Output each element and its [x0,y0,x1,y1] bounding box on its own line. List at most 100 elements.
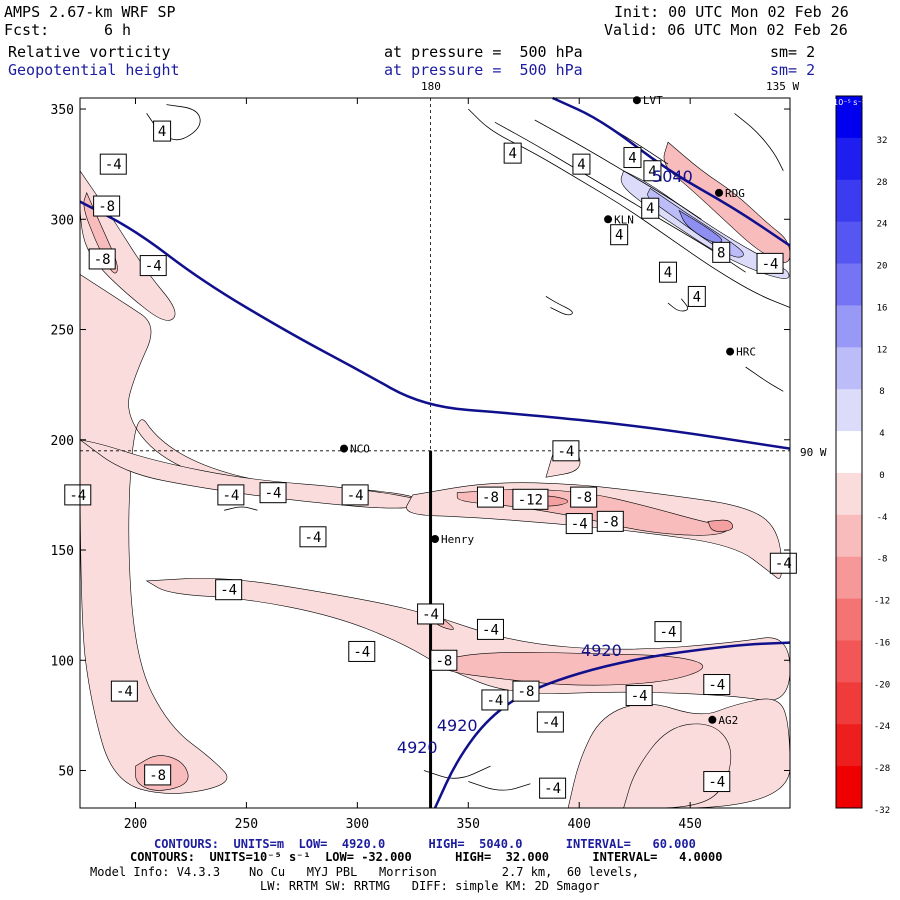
vorticity-label-box [476,618,504,640]
vorticity-label-box [703,674,731,696]
vorticity-label-box [417,603,445,625]
vorticity-label-27: -4 [215,579,243,601]
height-label-1: 4920 [437,716,478,735]
vorticity-label-box [643,160,662,182]
station-label-lvt: LVT [643,94,663,107]
vorticity-label-25: -4 [299,526,327,548]
vorticity-label-30: -4 [654,621,682,643]
vorticity-label-23: -4 [565,513,593,535]
vorticity-label-12: -4 [756,252,784,274]
vorticity-label-box [88,248,116,270]
station-dot-nco [340,444,349,453]
vorticity-label-6: 4 [572,153,591,175]
vorticity-label-text: -8 [98,199,115,215]
vorticity-label-32: -8 [430,649,458,671]
vorticity-label-text: 4 [693,289,701,305]
vorticity-label-24: -8 [596,510,624,532]
lon-label-180: 180 [421,80,441,93]
thin-contour-8 [745,366,784,392]
station-label-hrc: HRC [736,346,756,359]
vorticity-label-14: 4 [687,285,706,307]
colorbar-tick-15: -28 [874,764,890,774]
vorticity-label-39: -8 [144,764,172,786]
vorticity-label-text: 4 [646,201,654,217]
field2-name: Geopotential height [8,61,180,79]
vorticity-label-box [610,224,629,246]
colorbar-segment-8 [836,431,862,474]
y-tick-label-300: 300 [51,213,74,228]
vorticity-label-box [756,252,784,274]
vorticity-label-26: -4 [769,552,797,574]
vorticity-label-17: -4 [217,484,245,506]
colorbar-tick-5: 12 [877,345,888,355]
station-dot-hrc [726,347,735,356]
x-tick-label-300: 300 [346,817,369,832]
vorticity-label-text: -4 [571,517,588,533]
station-dot-lvt [632,96,641,105]
field1-name: Relative vorticity [8,43,171,61]
vorticity-label-text: -4 [347,488,364,504]
vorticity-label-box [512,680,540,702]
vorticity-label-13: 4 [658,261,677,283]
field1-level: at pressure = 500 hPa [384,43,583,61]
colorbar-units: 10⁻⁵ s⁻¹ [833,98,865,107]
vorticity-label-box [536,711,564,733]
colorbar-segment-15 [836,724,862,767]
colorbar-segment-5 [836,305,862,348]
vorticity-label-text: -12 [518,492,543,508]
vorticity-label-text: 4 [577,157,585,173]
vorticity-label-box [139,255,167,277]
vorticity-label-text: -4 [353,644,370,660]
colorbar-tick-3: 20 [877,262,888,272]
vorticity-label-box [596,510,624,532]
vorticity-label-38: -4 [536,711,564,733]
vorticity-label-0: 4 [153,120,172,142]
colorbar-tick-11: -12 [874,597,890,607]
colorbar-segment-10 [836,514,862,558]
colorbar-tick-7: 4 [879,429,884,439]
vorticity-label-box [565,513,593,535]
x-tick-label-450: 450 [678,817,701,832]
station-label-henry: Henry [441,533,474,546]
station-label-rdg: RDG [725,187,745,200]
plot-frame [79,97,791,809]
vorticity-label-text: -8 [602,514,619,530]
vorticity-label-22: -8 [570,486,598,508]
vorticity-label-box [153,120,172,142]
vorticity-label-8: 4 [643,160,662,182]
vorticity-label-text: -4 [486,693,503,709]
y-tick-label-200: 200 [51,434,74,449]
colorbar-segment-2 [836,179,862,223]
forecast-hours: 6 h [104,21,132,39]
colorbar-segment-4 [836,263,862,306]
y-tick-label-100: 100 [51,654,74,669]
vorticity-label-text: -8 [518,684,535,700]
vorticity-label-text: 4 [648,164,656,180]
vorticity-label-20: -8 [476,486,504,508]
vorticity-label-text: 8 [717,245,725,261]
y-tick-label-150: 150 [51,544,74,559]
height-contour-5040 [552,96,791,247]
colorbar-segment-14 [836,682,862,725]
vorticity-label-box [572,153,591,175]
thin-contour-2 [494,121,746,273]
thin-contour-6 [667,298,689,312]
vorticity-label-10: 4 [610,224,629,246]
thin-contour-9 [224,506,258,511]
vorticity-label-29: -4 [476,618,504,640]
vorticity-region-7 [707,519,733,532]
vorticity-label-15: -4 [552,440,580,462]
vorticity-label-box [217,484,245,506]
vorticity-label-9: 4 [641,197,660,219]
vorticity-label-text: -4 [116,684,133,700]
vorticity-label-box [623,147,642,169]
colorbar-tick-6: 8 [879,387,884,397]
vorticity-label-text: -4 [422,607,439,623]
vorticity-label-text: -4 [708,775,725,791]
vorticity-label-36: -4 [703,674,731,696]
vorticity-label-box [654,621,682,643]
station-label-kln: KLN [614,213,634,226]
vorticity-label-text: -8 [575,490,592,506]
station-dot-kln [604,215,613,224]
vorticity-label-box [259,482,287,504]
